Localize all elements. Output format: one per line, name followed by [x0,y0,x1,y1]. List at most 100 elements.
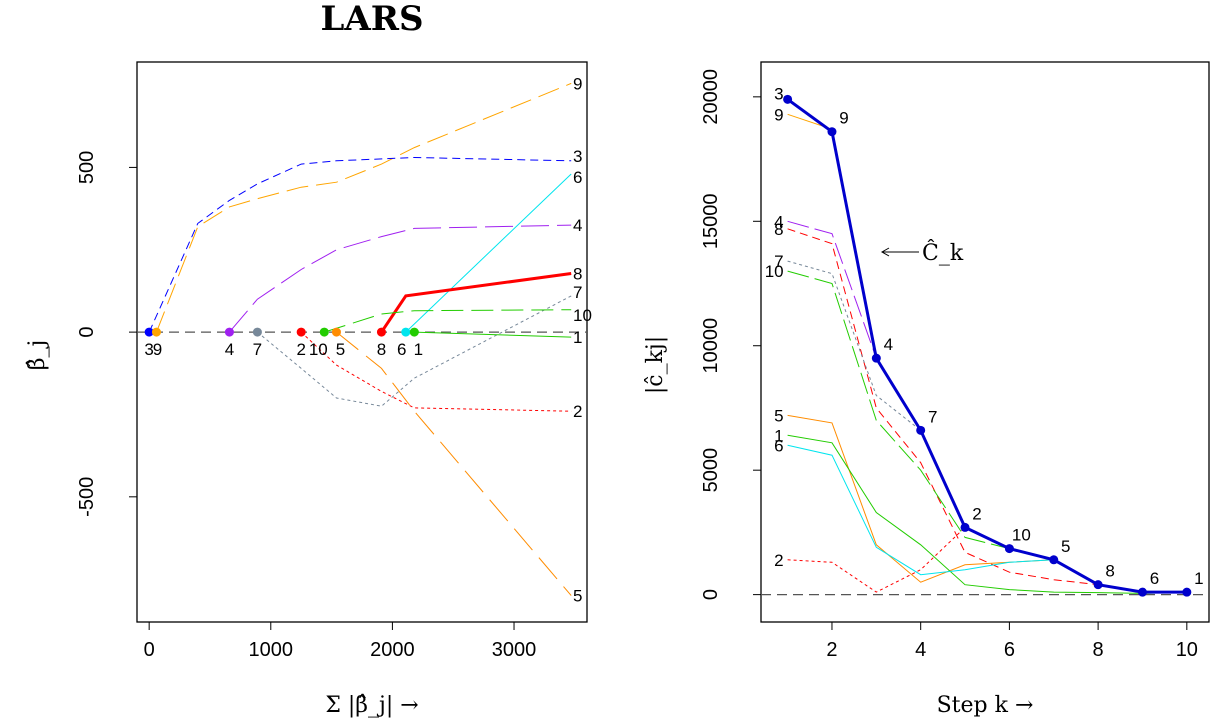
right-axis-ticks: 2 4 6 8 10 0 5000 10000 15000 20000 [700,69,1198,661]
entry-point-10 [319,327,329,337]
end-label-3: 3 [573,147,582,166]
series-line-5 [336,331,572,596]
start-label-9: 9 [774,105,783,124]
x-tick-label: 0 [144,639,155,661]
right-x-axis-label: Step k → [937,693,1034,718]
x-tick-label: 10 [1176,639,1198,661]
y-tick-label: 10000 [700,318,722,374]
series-line-2 [787,527,966,593]
step-point-10 [1182,587,1192,597]
start-label-2: 2 [774,551,783,570]
series-line-4 [787,220,877,359]
entry-point-4 [224,327,234,337]
entry-label-6: 6 [397,340,406,359]
entry-label-5: 5 [336,340,345,359]
series-line-10 [787,270,1010,550]
end-label-5: 5 [573,587,582,606]
y-tick-label: 500 [76,151,98,184]
step-point-7 [1049,555,1059,565]
y-tick-label: 15000 [700,193,722,249]
y-tick-label: -500 [76,477,98,517]
entry-point-8 [376,327,386,337]
left-y-axis-label: β̂_j [25,340,50,371]
entry-point-2 [296,327,306,337]
entry-label-4: 4 [225,340,234,359]
step-label-7: 7 [928,407,937,426]
x-tick-label: 2 [826,639,837,661]
step-point-5 [960,522,970,532]
step-label-8: 8 [1105,562,1114,581]
step-label-9: 9 [839,109,848,128]
start-label-7: 7 [774,252,783,271]
entry-point-9 [151,327,161,337]
entry-label-1: 1 [414,340,423,359]
c-hat-annotation: Ĉ_k [880,239,964,266]
start-label-5: 5 [774,406,783,425]
y-tick-label: 20000 [700,69,722,125]
left-series-group [137,82,587,596]
step-label-2: 2 [972,504,981,523]
start-label-1: 1 [774,426,783,445]
step-point-2 [827,127,837,137]
start-label-10: 10 [765,262,784,281]
y-tick-label: 0 [76,327,98,338]
series-line-Ĉ_k [786,98,1187,594]
entry-point-6 [401,327,411,337]
entry-point-3 [144,327,154,337]
series-line-10 [324,309,572,333]
right-series-group [761,98,1209,596]
step-label-5: 5 [1061,537,1070,556]
annotation-arrowhead [880,247,890,257]
entry-label-2: 2 [296,340,305,359]
x-tick-label: 6 [1004,639,1015,661]
left-x-axis-label: Σ |β̂_j| → [325,693,418,718]
end-label-9: 9 [573,74,582,93]
series-line-3 [148,156,572,333]
end-label-7: 7 [573,283,582,302]
step-point-3 [871,353,881,363]
left-plot-frame [136,61,588,623]
series-line-7 [787,260,922,431]
x-tick-label: 2000 [370,639,415,661]
series-line-5 [787,414,1054,583]
series-line-2 [300,331,572,412]
right-y-axis-label: |ĉ_kj| [643,336,668,394]
end-label-6: 6 [573,168,582,187]
step-point-6 [1004,544,1014,554]
step-point-1 [783,94,793,104]
entry-label-8: 8 [377,340,386,359]
end-label-10: 10 [573,306,592,325]
left-axis-ticks: 0 1000 2000 3000 -500 0 500 [76,151,536,661]
entry-point-1 [409,327,419,337]
step-label-10: 10 [1012,526,1031,545]
entry-label-7: 7 [253,340,262,359]
entry-label-10: 10 [309,340,328,359]
x-tick-label: 1000 [249,639,294,661]
end-label-4: 4 [573,216,582,235]
right-plot-frame [760,61,1210,623]
entry-label-9: 9 [153,340,162,359]
x-tick-label: 4 [915,639,926,661]
figure-title: LARS [320,0,423,39]
start-label-3: 3 [774,84,783,103]
start-label-4: 4 [774,212,783,231]
left-entry-points [144,327,419,337]
entry-label-3: 3 [144,340,153,359]
series-line-8 [787,228,1099,586]
step-label-1: 1 [1194,569,1203,588]
series-line-8 [380,272,572,333]
series-line-9 [156,82,572,333]
entry-point-5 [331,327,341,337]
series-line-6 [405,173,572,333]
start-label-6: 6 [774,436,783,455]
series-line-1 [414,331,572,338]
y-tick-label: 0 [700,589,722,600]
series-line-4 [229,224,572,333]
end-label-2: 2 [573,402,582,421]
x-tick-label: 8 [1093,639,1104,661]
entry-point-7 [252,327,262,337]
